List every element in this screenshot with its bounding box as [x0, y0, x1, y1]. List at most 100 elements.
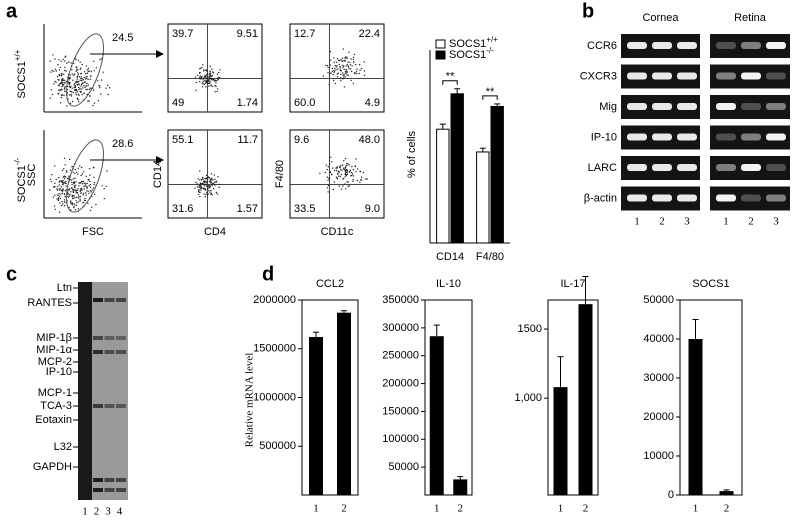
event-dot	[210, 189, 212, 192]
event-dot	[57, 186, 59, 188]
event-dot	[79, 79, 81, 81]
quadrant-value: 12.7	[294, 28, 315, 40]
event-dot	[199, 81, 201, 83]
event-dot	[342, 167, 345, 169]
plot-frame	[679, 299, 743, 496]
lane-label: 3	[105, 506, 111, 518]
event-dot	[56, 188, 58, 190]
event-dot	[346, 164, 348, 166]
event-dot	[66, 177, 69, 180]
event-dot	[71, 181, 73, 184]
axis-label: CD4	[204, 226, 226, 238]
event-dot	[64, 164, 66, 166]
event-dot	[199, 75, 201, 77]
y-tick-label: 150000	[382, 405, 419, 417]
event-dot	[319, 172, 321, 174]
event-dot	[348, 68, 350, 70]
event-dot	[340, 70, 343, 72]
event-dot	[333, 71, 335, 74]
event-dot	[58, 59, 60, 61]
event-dot	[333, 181, 336, 183]
genotype-label: SOCS1+/+	[13, 49, 28, 98]
event-dot	[327, 66, 329, 69]
gene-label: L32	[54, 441, 72, 453]
event-dot	[59, 66, 61, 69]
event-dot	[69, 201, 72, 203]
event-dot	[206, 193, 209, 196]
event-dot	[211, 185, 213, 187]
event-dot	[68, 189, 70, 191]
event-dot	[74, 82, 76, 85]
event-dot	[200, 189, 202, 191]
event-dot	[352, 61, 355, 63]
axis-label: CD11c	[321, 226, 354, 238]
event-dot	[60, 96, 63, 99]
gel-band	[716, 72, 736, 80]
gene-label: CXCR3	[580, 70, 617, 82]
event-dot	[198, 193, 200, 196]
event-dot	[341, 57, 344, 59]
event-dot	[219, 69, 221, 71]
event-dot	[62, 188, 64, 190]
event-dot	[339, 66, 341, 68]
event-dot	[58, 184, 60, 186]
event-dot	[212, 179, 214, 181]
event-dot	[70, 95, 73, 97]
event-dot	[62, 83, 64, 86]
event-dot	[207, 185, 209, 187]
gel-band	[766, 133, 786, 141]
gel-band	[677, 133, 697, 141]
event-dot	[363, 70, 366, 72]
gel-band	[93, 478, 103, 482]
event-dot	[330, 156, 332, 158]
gene-label: Eotaxin	[35, 414, 72, 426]
event-dot	[83, 188, 85, 190]
event-dot	[54, 186, 56, 188]
event-dot	[86, 182, 88, 185]
event-dot	[71, 196, 73, 198]
event-dot	[329, 170, 331, 173]
event-dot	[207, 177, 209, 179]
gene-label: MCP-2	[38, 356, 72, 368]
group-label: Cornea	[642, 12, 679, 24]
event-dot	[78, 76, 81, 78]
event-dot	[210, 173, 213, 175]
event-dot	[346, 181, 348, 183]
y-tick-label: 1000000	[253, 391, 296, 403]
event-dot	[60, 82, 62, 84]
event-dot	[214, 91, 216, 93]
event-dot	[202, 77, 205, 79]
legend-swatch	[435, 50, 446, 60]
event-dot	[74, 85, 76, 87]
event-dot	[64, 195, 66, 198]
event-dot	[59, 189, 61, 191]
gel-band	[93, 488, 103, 492]
event-dot	[196, 183, 198, 185]
event-dot	[198, 186, 200, 188]
event-dot	[103, 188, 105, 190]
event-dot	[86, 78, 88, 80]
gel-band	[116, 350, 126, 354]
y-tick-label: 20000	[643, 411, 674, 423]
event-dot	[217, 176, 219, 178]
event-dot	[72, 171, 74, 173]
event-dot	[58, 192, 60, 195]
event-dot	[359, 171, 361, 173]
event-dot	[87, 84, 90, 86]
event-dot	[340, 173, 342, 176]
event-dot	[83, 185, 85, 188]
axis-label: F4/80	[274, 160, 286, 188]
event-dot	[67, 81, 70, 84]
x-tick-label: 2	[724, 503, 730, 515]
event-dot	[195, 89, 197, 91]
event-dot	[99, 87, 101, 89]
event-dot	[338, 59, 341, 62]
event-dot	[201, 67, 203, 69]
event-dot	[352, 56, 355, 58]
event-dot	[63, 182, 65, 185]
event-dot	[65, 170, 68, 172]
event-dot	[87, 190, 89, 192]
event-dot	[345, 165, 347, 167]
event-dot	[74, 209, 77, 211]
event-dot	[58, 177, 60, 179]
